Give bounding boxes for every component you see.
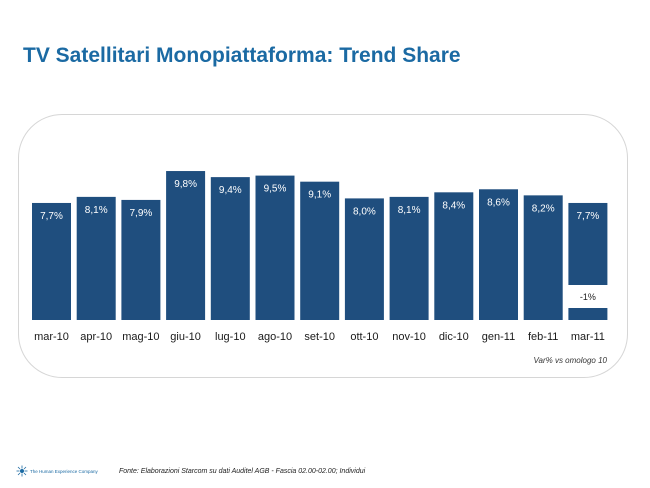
- bar: [568, 202, 608, 285]
- bar: [300, 181, 340, 320]
- chart-note: Var% vs omologo 10: [533, 356, 607, 365]
- bar: [434, 192, 474, 320]
- source-note: Fonte: Elaborazioni Starcom su dati Audi…: [119, 468, 366, 475]
- bar: [32, 202, 71, 320]
- data-label: 8,1%: [398, 205, 421, 216]
- x-tick-label: ago-10: [258, 331, 292, 343]
- page-title: TV Satellitari Monopiattaforma: Trend Sh…: [23, 44, 461, 67]
- data-label: 9,8%: [174, 179, 197, 190]
- bar: [76, 196, 116, 320]
- x-tick-label: dic-10: [439, 331, 469, 343]
- x-tick-label: ott-10: [350, 331, 378, 343]
- bar: [255, 175, 295, 320]
- bar: [344, 198, 384, 320]
- bar: [389, 196, 429, 320]
- data-label: 8,0%: [353, 206, 376, 217]
- data-label: 8,2%: [532, 203, 555, 214]
- company-brand: The Human Experience Company: [30, 469, 98, 474]
- bar: [568, 308, 608, 320]
- x-tick-label: set-10: [304, 331, 335, 343]
- x-tick-label: nov-10: [392, 331, 426, 343]
- bar: [479, 189, 518, 320]
- company-logo-icon: [16, 465, 28, 477]
- x-tick-label: lug-10: [215, 331, 246, 343]
- data-label: 7,7%: [577, 211, 600, 222]
- variation-label: -1%: [580, 292, 596, 302]
- bar: [523, 195, 563, 320]
- data-label: 7,9%: [130, 208, 153, 219]
- data-label: 8,1%: [85, 205, 108, 216]
- data-label: 9,1%: [308, 190, 331, 201]
- x-tick-label: mag-10: [122, 331, 159, 343]
- bar: [166, 171, 206, 320]
- data-label: 8,6%: [487, 197, 510, 208]
- x-tick-label: mar-11: [571, 331, 605, 343]
- x-tick-label: mar-10: [34, 331, 69, 343]
- x-tick-label: gen-11: [482, 331, 515, 343]
- x-tick-label: apr-10: [80, 331, 112, 343]
- bar: [210, 177, 250, 320]
- data-label: 8,4%: [442, 200, 465, 211]
- x-tick-label: giu-10: [170, 331, 201, 343]
- x-tick-label: feb-11: [528, 331, 558, 343]
- bar: [121, 199, 161, 320]
- data-label: 7,7%: [40, 211, 63, 222]
- data-label: 9,5%: [264, 184, 287, 195]
- data-label: 9,4%: [219, 185, 242, 196]
